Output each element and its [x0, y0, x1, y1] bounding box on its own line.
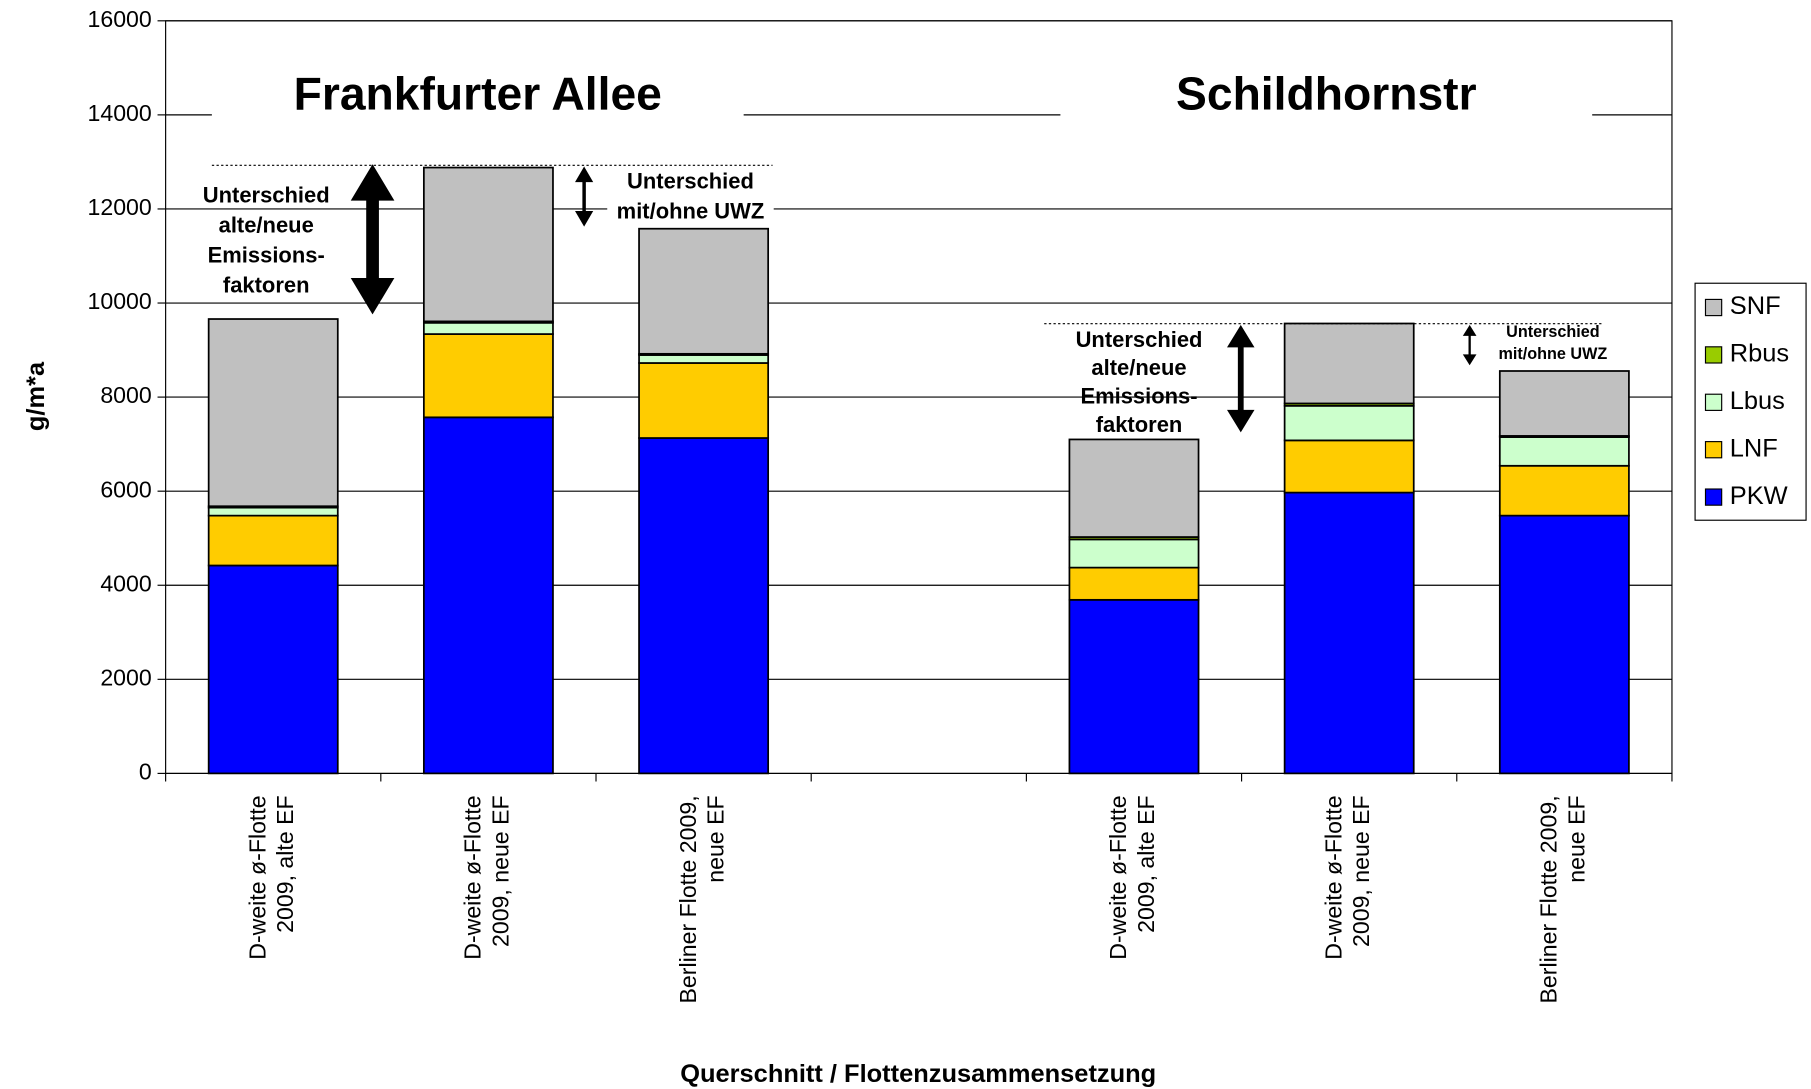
bar-segment: [422, 416, 554, 775]
group-title: Frankfurter Allee: [294, 67, 662, 119]
bar-segment: [638, 437, 770, 775]
bar-segment: [207, 506, 339, 517]
grid: 0 2000 4000 6000 8000 10000 12000 14000 16000: [87, 6, 1673, 785]
x-tick-label: D-weite ø-Flotte: [460, 795, 486, 959]
title-background: [1060, 62, 1593, 132]
x-tick-label: Berliner Flotte 2009,: [675, 795, 701, 1003]
y-tick-label: 4000: [100, 570, 151, 596]
legend-label: Rbus: [1730, 340, 1789, 368]
annotation: faktoren: [1096, 412, 1183, 437]
plot-frame: [165, 20, 1673, 774]
x-tick-label: 2009, neue EF: [487, 795, 513, 947]
x-axis-title: Querschnitt / Flottenzusammensetzung: [680, 1060, 1156, 1088]
x-tick-label: neue EF: [703, 795, 729, 882]
bar-segment: [1068, 598, 1200, 775]
bar-segment: [207, 514, 339, 567]
annotation: Unterschied: [1506, 323, 1599, 341]
y-tick-label: 16000: [87, 6, 151, 32]
y-tick-label: 12000: [87, 194, 151, 220]
y-tick-label: 8000: [100, 382, 151, 408]
bar-segment: [422, 333, 554, 419]
x-tick-label: 2009, alte EF: [272, 795, 298, 932]
legend-label: Lbus: [1730, 387, 1785, 415]
legend-swatch: [1704, 441, 1723, 459]
annotation: Unterschied: [203, 182, 330, 207]
y-axis-title: g/m*a: [22, 361, 50, 431]
overlay: Frankfurter Allee Schildhornstr D-weite ø-…: [22, 67, 1807, 1088]
x-tick-label: neue EF: [1563, 795, 1589, 882]
annotation: alte/neue: [1091, 355, 1186, 380]
annotation: Unterschied: [1076, 327, 1203, 352]
group-title: Schildhornstr: [1176, 67, 1477, 119]
x-tick-label: D-weite ø-Flotte: [1320, 795, 1346, 959]
bar-segment: [207, 564, 339, 775]
legend-swatch: [1704, 393, 1723, 411]
x-tick-label: 2009, alte EF: [1133, 795, 1159, 932]
bar-segment: [1068, 438, 1200, 538]
annotation: Emissions-: [208, 242, 325, 267]
annotation: Unterschied: [627, 168, 754, 193]
bar-segment: [1498, 464, 1630, 517]
bar-segment: [1068, 566, 1200, 601]
x-tick-label: 2009, neue EF: [1348, 795, 1374, 947]
annotation: mit/ohne UWZ: [1499, 345, 1608, 363]
arrow: [350, 164, 1477, 433]
legend-label: PKW: [1730, 482, 1788, 510]
bar-segment: [1498, 436, 1630, 467]
annotation-background: [607, 166, 774, 218]
bar-segment: [1283, 439, 1415, 494]
bar-segment: [1283, 491, 1415, 775]
bar-segment: [1498, 514, 1630, 775]
bar-segment: [207, 318, 339, 508]
bar-segment: [638, 354, 770, 364]
bar-segment: [638, 227, 770, 355]
legend-swatch: [1704, 298, 1723, 317]
bar-segment: [638, 362, 770, 439]
y-tick-label: 10000: [87, 288, 151, 314]
bars: [207, 166, 1630, 775]
legend-label: LNF: [1730, 434, 1778, 462]
bar-segment: [422, 321, 554, 335]
legend-swatch: [1704, 346, 1723, 364]
x-tick-label: D-weite ø-Flotte: [1105, 795, 1131, 959]
y-tick-label: 0: [139, 759, 152, 785]
annotation: alte/neue: [219, 212, 314, 237]
annotation: Emissions-: [1080, 383, 1197, 408]
bar-segment: [1068, 538, 1200, 569]
annotation: mit/ohne UWZ: [617, 199, 765, 224]
bar-segment: [1283, 404, 1415, 442]
legend-swatch: [1704, 488, 1723, 506]
title-background: [211, 62, 744, 132]
x-tick-label: D-weite ø-Flotte: [244, 795, 270, 959]
y-tick-label: 2000: [100, 664, 151, 690]
annotation: faktoren: [223, 272, 310, 297]
y-tick-label: 14000: [87, 100, 151, 126]
x-tick-label: Berliner Flotte 2009,: [1536, 795, 1562, 1003]
bar-segment: [422, 166, 554, 323]
y-tick-label: 6000: [100, 476, 151, 502]
legend-label: SNF: [1730, 292, 1781, 320]
bar-segment: [1498, 370, 1630, 437]
bar-segment: [1283, 322, 1415, 405]
